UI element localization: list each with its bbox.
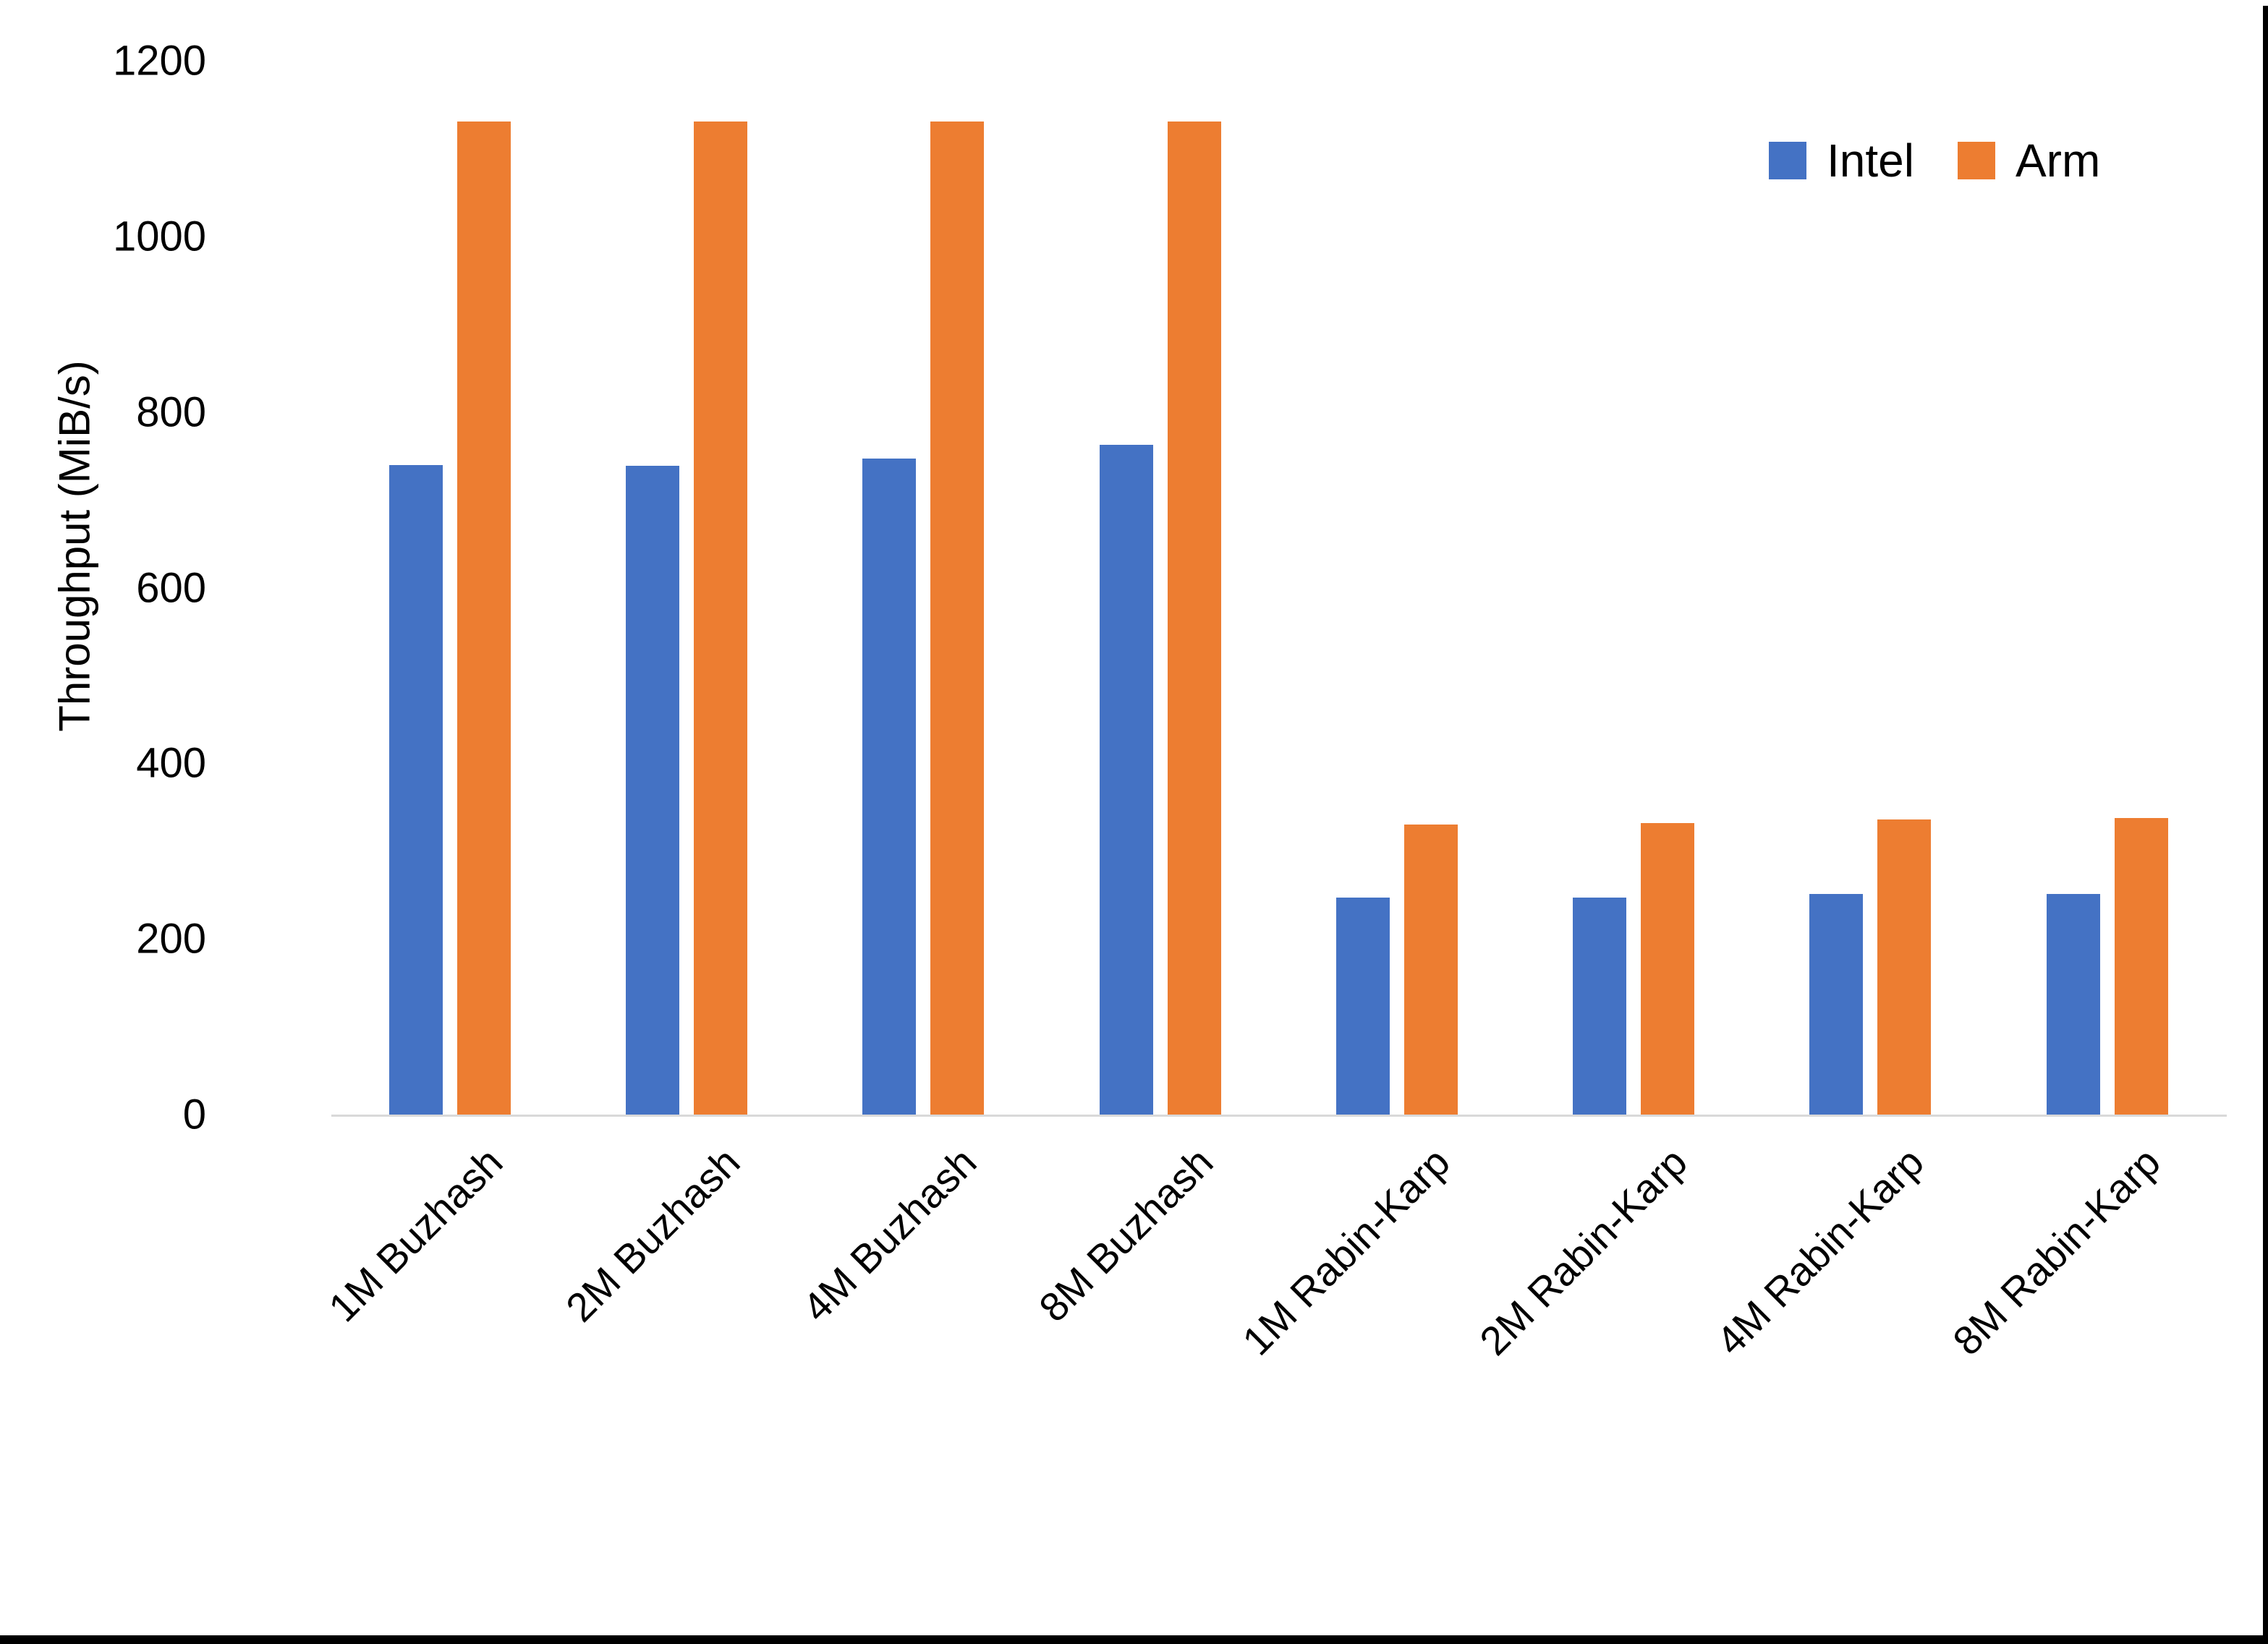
bar-intel-4m-rabin-karp: [1809, 894, 1864, 1115]
y-tick-label-600: 600: [136, 564, 206, 611]
legend: Intel Arm: [1769, 134, 2100, 187]
y-tick-label-400: 400: [136, 739, 206, 787]
bar-arm-8m-buzhash: [1167, 121, 1221, 1115]
bar-arm-4m-rabin-karp: [1877, 819, 1932, 1115]
x-category-label-8m-buzhash: 8M Buzhash: [1030, 1138, 1222, 1331]
bar-arm-4m-buzhash: [930, 121, 985, 1115]
bar-intel-1m-buzhash: [388, 464, 443, 1115]
x-category-label-8m-rabin-karp: 8M Rabin-Karp: [1944, 1138, 2170, 1364]
bar-intel-8m-buzhash: [1099, 444, 1153, 1115]
bar-intel-4m-buzhash: [862, 459, 917, 1115]
legend-label-arm: Arm: [2015, 135, 2101, 187]
bar-arm-8m-rabin-karp: [2114, 817, 2168, 1115]
y-tick-label-1000: 1000: [112, 213, 206, 260]
y-tick-label-0: 0: [182, 1091, 206, 1138]
y-tick-label-1200: 1200: [112, 37, 206, 85]
bar-intel-2m-buzhash: [625, 465, 679, 1115]
y-tick-label-200: 200: [136, 915, 206, 963]
bar-arm-1m-rabin-karp: [1403, 825, 1458, 1115]
x-category-label-1m-rabin-karp: 1M Rabin-Karp: [1233, 1138, 1459, 1364]
bar-intel-2m-rabin-karp: [1573, 898, 1627, 1115]
bar-intel-1m-rabin-karp: [1335, 898, 1390, 1115]
legend-swatch-intel: [1769, 142, 1806, 179]
x-category-label-2m-rabin-karp: 2M Rabin-Karp: [1470, 1138, 1696, 1364]
x-category-label-1m-buzhash: 1M Buzhash: [320, 1138, 511, 1331]
window-bottom-edge: [0, 1635, 2268, 1644]
x-category-label-4m-buzhash: 4M Buzhash: [793, 1138, 985, 1331]
legend-label-intel: Intel: [1827, 135, 1914, 187]
x-category-label-2m-buzhash: 2M Buzhash: [556, 1138, 749, 1331]
legend-item-arm: Arm: [1957, 134, 2101, 187]
legend-swatch-arm: [1957, 142, 1995, 179]
window-right-edge: [2263, 6, 2268, 1644]
legend-item-intel: Intel: [1769, 134, 1914, 187]
y-tick-label-800: 800: [136, 388, 206, 436]
x-axis-line: [331, 1115, 2227, 1117]
bar-arm-2m-rabin-karp: [1641, 822, 1695, 1115]
bar-intel-8m-rabin-karp: [2046, 894, 2100, 1115]
x-category-label-4m-rabin-karp: 4M Rabin-Karp: [1707, 1138, 1932, 1364]
y-axis-title: Throughput (MiB/s): [50, 360, 99, 732]
bar-arm-2m-buzhash: [693, 121, 747, 1115]
bar-arm-1m-buzhash: [456, 121, 511, 1115]
